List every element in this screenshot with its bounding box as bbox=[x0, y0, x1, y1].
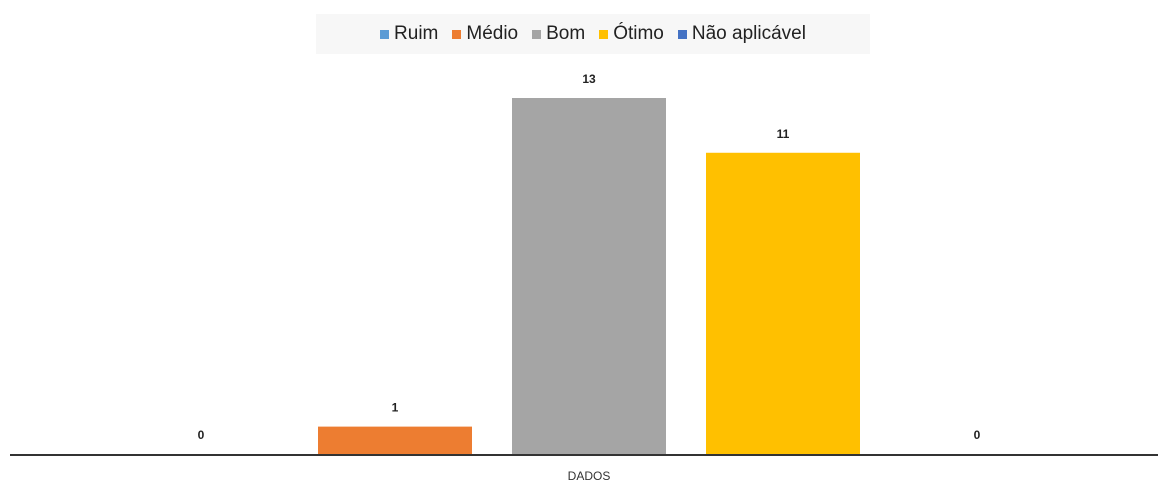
data-label-medio: 1 bbox=[392, 401, 399, 415]
legend-swatch-bom bbox=[532, 29, 542, 39]
legend-item-otimo: Ótimo bbox=[599, 23, 664, 45]
x-axis-tick-label: DADOS bbox=[568, 469, 611, 482]
legend-swatch-ruim bbox=[380, 29, 390, 39]
legend-swatch-otimo bbox=[599, 29, 609, 39]
legend-label-nao-aplicavel: Não aplicável bbox=[691, 23, 806, 44]
legend-swatch-nao-aplicavel bbox=[677, 29, 687, 39]
data-label-otimo: 11 bbox=[777, 127, 790, 141]
legend-label-otimo: Ótimo bbox=[613, 23, 664, 44]
legend-item-medio: Médio bbox=[452, 23, 518, 45]
legend-label-medio: Médio bbox=[466, 23, 519, 44]
data-label-ruim: 0 bbox=[198, 428, 205, 442]
chart-legend: Ruim Médio Bom Ótimo Não aplicável bbox=[316, 14, 870, 54]
data-label-bom: 13 bbox=[582, 72, 596, 86]
bars-layer bbox=[318, 98, 860, 454]
legend-label-ruim: Ruim bbox=[394, 23, 439, 44]
data-labels-layer: 0 1 13 11 0 bbox=[198, 72, 981, 442]
legend-item-bom: Bom bbox=[532, 23, 585, 45]
bar-otimo bbox=[706, 152, 860, 454]
legend-swatch-medio bbox=[452, 29, 462, 39]
legend-item-nao-aplicavel: Não aplicável bbox=[677, 23, 806, 45]
bar-bom bbox=[512, 98, 666, 454]
legend-label-bom: Bom bbox=[546, 23, 586, 44]
bar-medio bbox=[318, 426, 472, 454]
legend-item-ruim: Ruim bbox=[380, 23, 438, 45]
data-label-nao-aplicavel: 0 bbox=[974, 428, 981, 442]
